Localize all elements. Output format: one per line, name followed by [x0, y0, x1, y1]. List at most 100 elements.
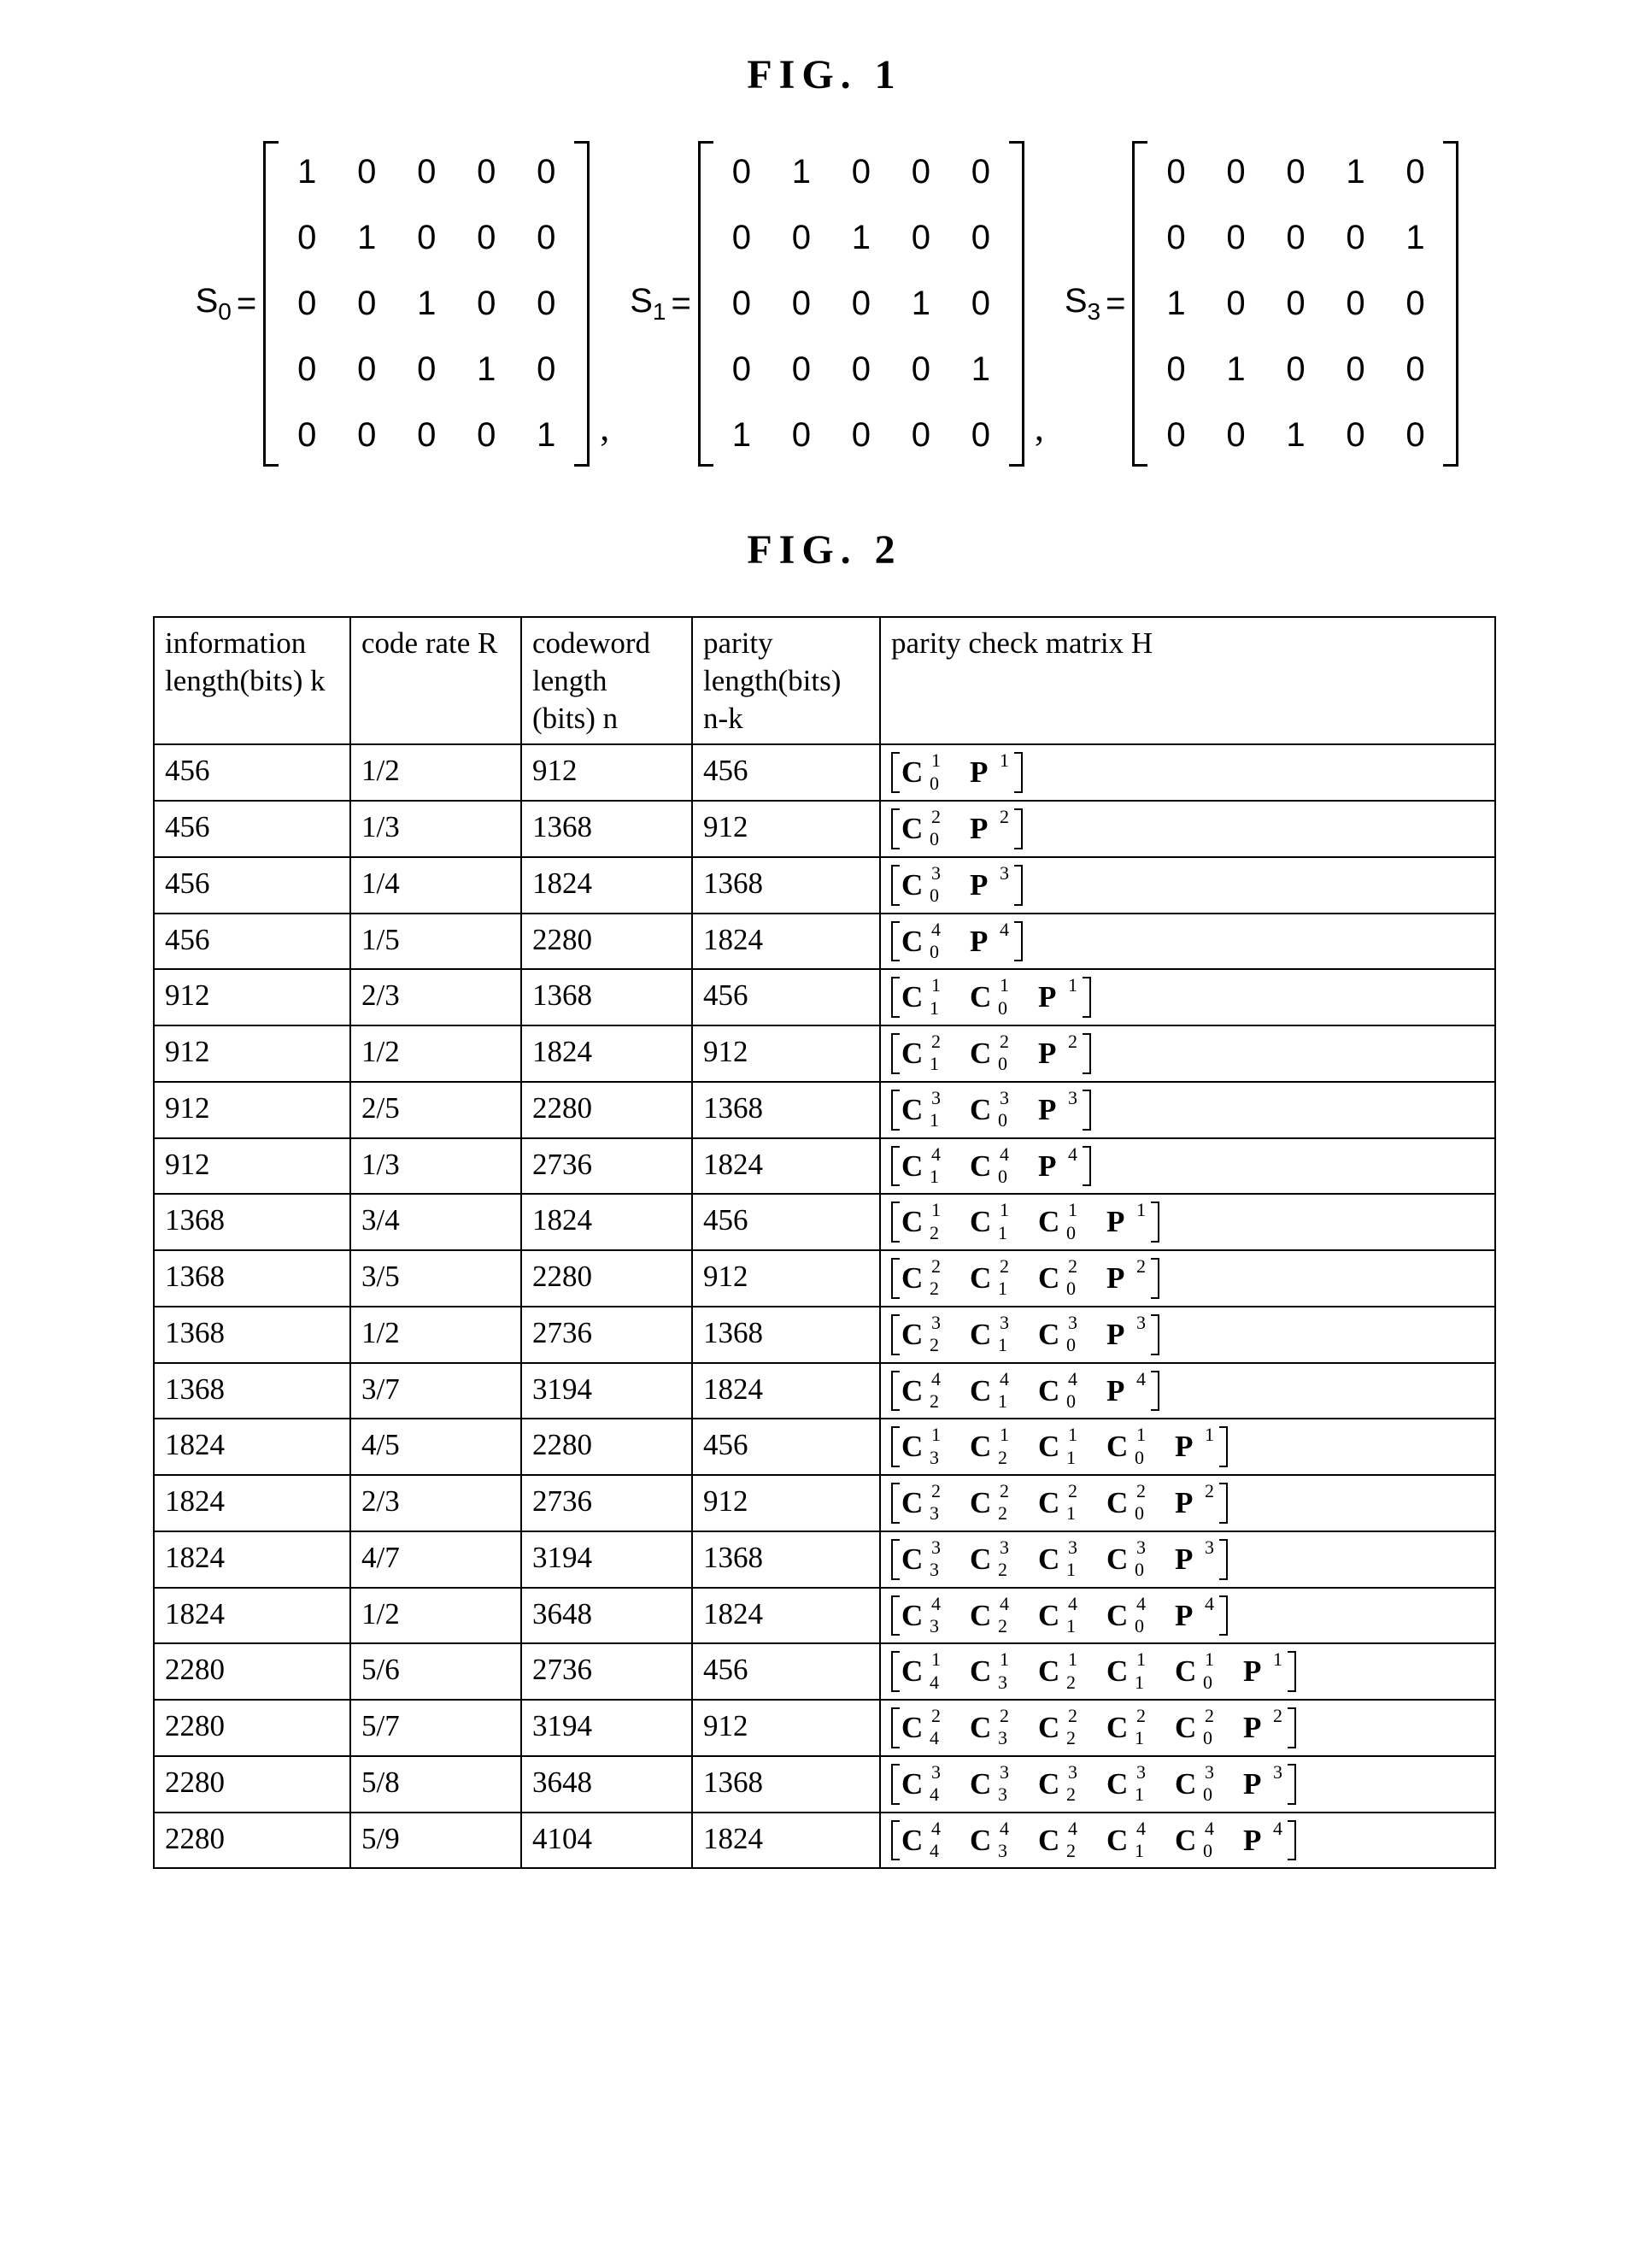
c-symbol: C11	[1038, 1428, 1077, 1466]
table-cell: 1824	[521, 1194, 692, 1250]
matrix-bracket-expression: C32C31C30P3	[891, 1314, 1479, 1355]
bracket-right-icon	[1151, 1202, 1159, 1243]
table-cell: 1/2	[350, 1588, 521, 1644]
p-symbol: P3	[1038, 1091, 1077, 1129]
c-symbol: C24	[901, 1709, 941, 1747]
header-parity-check-matrix: parity check matrix H	[880, 617, 1495, 744]
table-cell: 1368	[521, 969, 692, 1025]
matrix-cell: 0	[415, 219, 437, 257]
c-symbol: C31	[1106, 1766, 1146, 1803]
c-symbol: C40	[970, 1148, 1009, 1185]
bracket-left-icon	[891, 1033, 900, 1074]
c-symbol: C31	[901, 1091, 941, 1129]
matrix-cell: 0	[1284, 153, 1306, 191]
table-row: 13683/731941824C42C41C40P4	[154, 1363, 1495, 1419]
table-cell: 912	[154, 1025, 350, 1082]
p-symbol: P2	[1106, 1260, 1146, 1297]
table-cell: 1/2	[350, 1025, 521, 1082]
matrix-cell: 0	[1224, 153, 1247, 191]
table-cell: 1824	[692, 1588, 880, 1644]
bracket-left-icon	[1132, 141, 1147, 467]
p-symbol: P2	[1175, 1484, 1214, 1522]
matrix-cell: 1	[1165, 285, 1187, 323]
matrix-cell: 0	[790, 416, 813, 455]
matrix-items: C23C22C21C20P2	[900, 1483, 1219, 1524]
table-cell: 3/4	[350, 1194, 521, 1250]
c-symbol: C20	[970, 1035, 1009, 1072]
table-cell: 2280	[521, 1250, 692, 1307]
matrix-cell: 0	[850, 153, 872, 191]
p-symbol: P3	[970, 867, 1009, 904]
bracket-left-icon	[891, 1483, 900, 1524]
matrix-cell: 0	[1284, 219, 1306, 257]
table-cell: 5/8	[350, 1756, 521, 1813]
table-cell: 4/5	[350, 1419, 521, 1475]
bracket-right-icon	[1288, 1820, 1296, 1861]
matrix-items: C34C33C32C31C30P3	[900, 1764, 1288, 1805]
table-cell: 2736	[521, 1307, 692, 1363]
c-symbol: C30	[970, 1091, 1009, 1129]
parity-matrix-cell: C32C31C30P3	[880, 1307, 1495, 1363]
matrix-cell: 0	[355, 285, 378, 323]
bracket-right-icon	[1014, 865, 1023, 906]
c-symbol: C40	[1038, 1372, 1077, 1410]
bracket-right-icon	[1288, 1651, 1296, 1692]
matrix-cell: 0	[415, 416, 437, 455]
c-symbol: C11	[1106, 1653, 1146, 1690]
c-symbol: C10	[901, 754, 941, 791]
p-symbol: P4	[970, 923, 1009, 961]
parity-matrix-cell: C42C41C40P4	[880, 1363, 1495, 1419]
matrix-bracket-expression: C22C21C20P2	[891, 1258, 1479, 1299]
p-symbol: P4	[1106, 1372, 1146, 1410]
matrix-cell: 0	[475, 153, 497, 191]
c-symbol: C40	[1175, 1822, 1214, 1860]
table-cell: 1/2	[350, 744, 521, 801]
matrix-cell: 1	[296, 153, 318, 191]
c-symbol: C41	[970, 1372, 1009, 1410]
equals-sign: =	[237, 285, 256, 323]
table-cell: 456	[154, 744, 350, 801]
matrix-label: S1	[630, 282, 666, 326]
matrix-bracket-expression: C11C10P1	[891, 977, 1479, 1018]
matrix-cell: 1	[731, 416, 753, 455]
matrix-bracket-expression: C14C13C12C11C10P1	[891, 1651, 1479, 1692]
table-cell: 2280	[154, 1813, 350, 1869]
table-cell: 3648	[521, 1756, 692, 1813]
matrix-cell: 0	[850, 285, 872, 323]
parity-matrix-cell: C11C10P1	[880, 969, 1495, 1025]
table-cell: 3194	[521, 1363, 692, 1419]
bracket-right-icon	[1288, 1764, 1296, 1805]
header-parity-length: parity length(bits) n-k	[692, 617, 880, 744]
table-row: 13683/41824456C12C11C10P1	[154, 1194, 1495, 1250]
bracket-right-icon	[1014, 752, 1023, 793]
matrix-items: C32C31C30P3	[900, 1314, 1151, 1355]
table-cell: 912	[692, 1025, 880, 1082]
c-symbol: C22	[901, 1260, 941, 1297]
p-symbol: P2	[1038, 1035, 1077, 1072]
table-cell: 3/5	[350, 1250, 521, 1307]
bracket-right-icon	[1151, 1258, 1159, 1299]
table-cell: 456	[154, 801, 350, 857]
matrix-label: S3	[1065, 282, 1100, 326]
matrix-cell: 0	[1404, 285, 1426, 323]
table-cell: 912	[692, 801, 880, 857]
table-cell: 2736	[521, 1138, 692, 1195]
matrix-cell: 0	[910, 219, 932, 257]
table-row: 9122/31368456C11C10P1	[154, 969, 1495, 1025]
table-cell: 2/3	[350, 1475, 521, 1531]
bracket-left-icon	[891, 865, 900, 906]
matrix-cell: 0	[535, 153, 557, 191]
c-symbol: C20	[1038, 1260, 1077, 1297]
bracket-left-icon	[891, 1258, 900, 1299]
c-symbol: C11	[901, 978, 941, 1016]
matrix-cell: 1	[415, 285, 437, 323]
matrix-cell: 0	[355, 416, 378, 455]
parity-matrix-cell: C10P1	[880, 744, 1495, 801]
matrix-cell: 0	[790, 219, 813, 257]
matrix-cell: 0	[731, 350, 753, 389]
table-cell: 1/3	[350, 801, 521, 857]
bracket-left-icon	[891, 1651, 900, 1692]
bracket-right-icon	[1219, 1426, 1228, 1467]
matrix-bracket-expression: C13C12C11C10P1	[891, 1426, 1479, 1467]
matrices-container: S0=1000001000001000001000001,S1=01000001…	[68, 141, 1581, 467]
